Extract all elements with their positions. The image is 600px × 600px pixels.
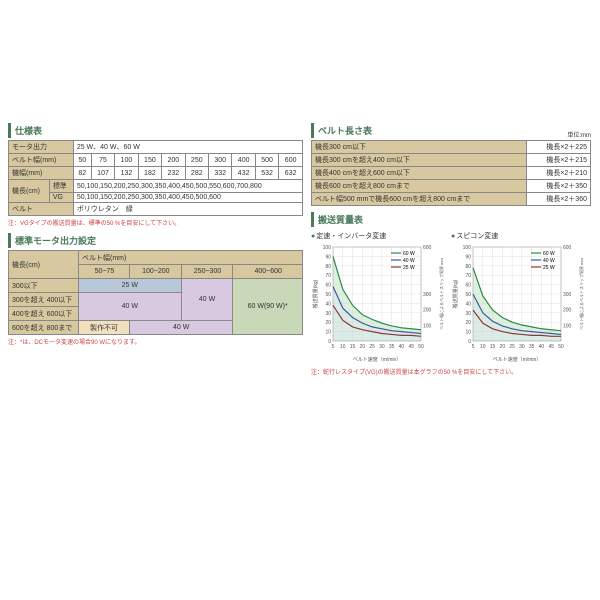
svg-text:30: 30: [325, 311, 331, 317]
svg-text:90: 90: [465, 254, 471, 260]
beltlen-table: 機長300 cm以下機長×2＋225機長300 cmを超え400 cm以下機長×…: [311, 140, 591, 206]
svg-text:0: 0: [328, 339, 331, 345]
svg-text:35: 35: [389, 344, 395, 350]
svg-text:搬送質量(kg): 搬送質量(kg): [312, 279, 319, 308]
svg-text:50: 50: [418, 344, 424, 350]
chart-2-svg: 5101520253035404550010203040506070809010…: [451, 243, 587, 363]
right-column: ベルト長さ表 単位:mm 機長300 cm以下機長×2＋225機長300 cmを…: [311, 123, 591, 376]
svg-text:40 W: 40 W: [403, 258, 415, 264]
svg-text:600: 600: [423, 245, 432, 251]
svg-text:30: 30: [519, 344, 525, 350]
svg-text:90: 90: [325, 254, 331, 260]
svg-text:300: 300: [423, 292, 432, 298]
svg-text:30: 30: [465, 311, 471, 317]
svg-text:80: 80: [465, 264, 471, 270]
svg-text:40 W: 40 W: [543, 258, 555, 264]
svg-text:60 W: 60 W: [543, 251, 555, 257]
chart-1: 定速・インバータ変速 51015202530354045500102030405…: [311, 231, 447, 365]
svg-text:50: 50: [558, 344, 564, 350]
spec-note: 注：VGタイプの搬送質量は、標準の50 %を目安にして下さい。: [8, 218, 303, 227]
svg-text:300: 300: [563, 292, 572, 298]
svg-text:100: 100: [463, 245, 472, 251]
svg-text:0: 0: [468, 339, 471, 345]
svg-text:25 W: 25 W: [543, 265, 555, 271]
chart-1-title: 定速・インバータ変速: [311, 231, 447, 241]
svg-text:60: 60: [325, 283, 331, 289]
svg-text:60: 60: [465, 283, 471, 289]
svg-text:100: 100: [563, 323, 572, 329]
chart-2: スピコン変速 510152025303540455001020304050607…: [451, 231, 587, 365]
svg-text:ベルト幅によるベルトスリップ限界 mm: ベルト幅によるベルトスリップ限界 mm: [578, 258, 584, 330]
svg-text:35: 35: [529, 344, 535, 350]
svg-text:搬送質量(kg): 搬送質量(kg): [452, 279, 459, 308]
svg-text:ベルト幅によるベルトスリップ限界 mm: ベルト幅によるベルトスリップ限界 mm: [438, 258, 444, 330]
spec-header: 仕様表: [8, 123, 303, 138]
svg-text:40: 40: [465, 301, 471, 307]
svg-text:70: 70: [325, 273, 331, 279]
svg-text:20: 20: [500, 344, 506, 350]
spec-table: モータ出力25 W、40 W、60 Wベルト幅(mm)5075100150200…: [8, 140, 303, 216]
svg-text:50: 50: [325, 292, 331, 298]
svg-text:ベルト速度（m/min）: ベルト速度（m/min）: [493, 356, 542, 363]
svg-text:45: 45: [548, 344, 554, 350]
svg-text:15: 15: [350, 344, 356, 350]
svg-text:10: 10: [465, 330, 471, 336]
charts-row: 定速・インバータ変速 51015202530354045500102030405…: [311, 231, 591, 365]
page: 仕様表 モータ出力25 W、40 W、60 Wベルト幅(mm)507510015…: [8, 123, 592, 376]
motor-table: 機長(cm)ベルト幅(mm)50~75100~200250~300400~600…: [8, 250, 303, 335]
svg-text:50: 50: [465, 292, 471, 298]
svg-text:10: 10: [480, 344, 486, 350]
svg-text:40: 40: [539, 344, 545, 350]
svg-text:20: 20: [465, 320, 471, 326]
motor-header: 標準モータ出力設定: [8, 233, 303, 248]
svg-text:25 W: 25 W: [403, 265, 415, 271]
svg-text:20: 20: [325, 320, 331, 326]
beltlen-unit: 単位:mm: [567, 130, 591, 139]
svg-text:5: 5: [332, 344, 335, 350]
svg-text:70: 70: [465, 273, 471, 279]
svg-text:ベルト速度（m/min）: ベルト速度（m/min）: [353, 356, 402, 363]
svg-text:20: 20: [360, 344, 366, 350]
svg-text:100: 100: [423, 323, 432, 329]
svg-text:600: 600: [563, 245, 572, 251]
mass-note: 注：蛇行レスタイプ(VG)の搬送質量は本グラフの50 %を目安にして下さい。: [311, 367, 591, 376]
svg-text:40: 40: [399, 344, 405, 350]
beltlen-header: ベルト長さ表: [311, 123, 567, 138]
svg-text:45: 45: [408, 344, 414, 350]
svg-text:10: 10: [325, 330, 331, 336]
svg-text:80: 80: [325, 264, 331, 270]
svg-text:30: 30: [379, 344, 385, 350]
motor-note: 注：*は、DCモータ変速の場合90 Wになります。: [8, 337, 303, 346]
svg-text:5: 5: [472, 344, 475, 350]
svg-text:25: 25: [369, 344, 375, 350]
svg-text:15: 15: [490, 344, 496, 350]
svg-text:40: 40: [325, 301, 331, 307]
svg-text:10: 10: [340, 344, 346, 350]
svg-text:60 W: 60 W: [403, 251, 415, 257]
left-column: 仕様表 モータ出力25 W、40 W、60 Wベルト幅(mm)507510015…: [8, 123, 303, 376]
svg-text:100: 100: [323, 245, 332, 251]
chart-1-svg: 5101520253035404550010203040506070809010…: [311, 243, 447, 363]
svg-text:200: 200: [563, 308, 572, 314]
svg-text:25: 25: [509, 344, 515, 350]
chart-2-title: スピコン変速: [451, 231, 587, 241]
mass-header: 搬送質量表: [311, 212, 591, 227]
svg-text:200: 200: [423, 308, 432, 314]
